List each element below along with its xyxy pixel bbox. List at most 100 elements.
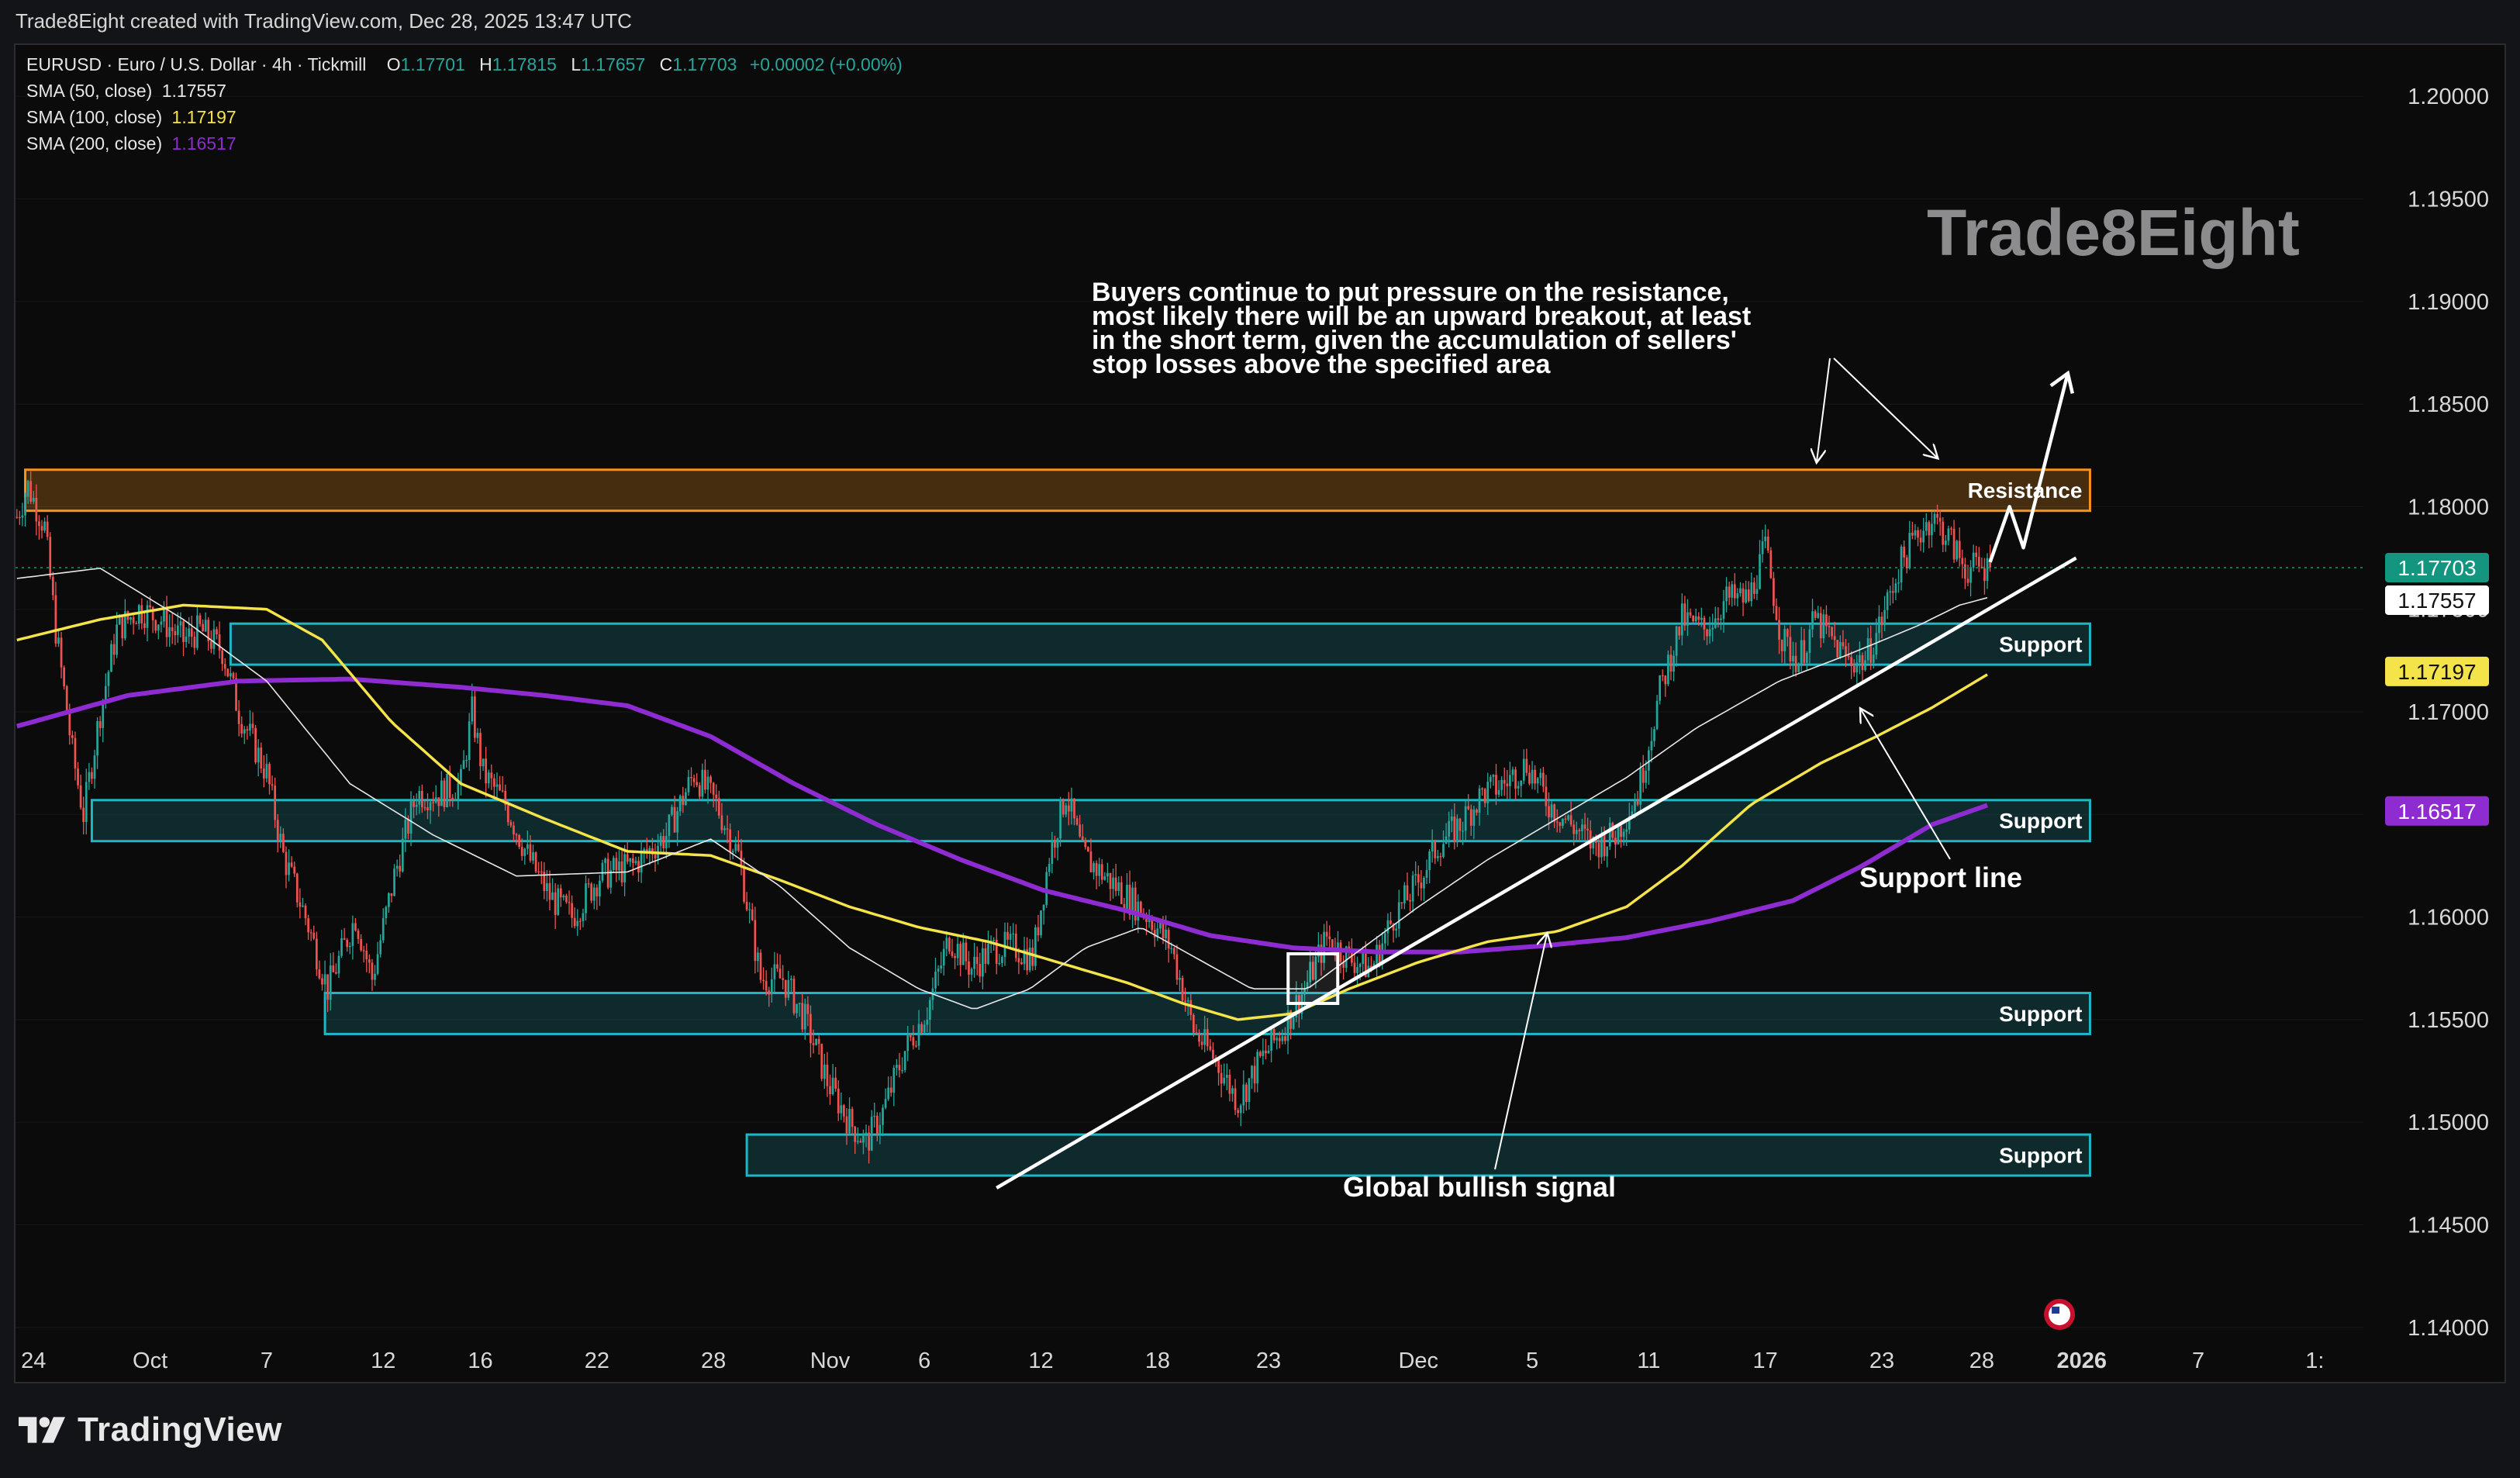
support-zone-4 <box>745 1133 2091 1177</box>
support-trendline <box>996 556 2077 1190</box>
candle-body <box>532 852 534 861</box>
candle-body <box>562 895 565 898</box>
candle-body <box>1453 816 1456 843</box>
candle-body <box>1303 989 1306 995</box>
candle-body <box>1711 627 1714 630</box>
candle-body <box>712 782 715 795</box>
candle-body <box>604 858 606 863</box>
candle-body <box>1095 863 1098 876</box>
candle-body <box>1969 568 1972 583</box>
candle-body <box>923 1024 926 1033</box>
tradingview-logo[interactable]: TradingView <box>17 1407 282 1453</box>
candle-body <box>1961 558 1964 565</box>
candle-body <box>1928 522 1931 536</box>
candle-body <box>1845 646 1847 656</box>
legend-sma100-label: SMA (100, close) <box>26 107 163 127</box>
candle-body <box>961 942 965 965</box>
legend-sma200-row[interactable]: SMA (200, close) 1.16517 <box>26 133 236 154</box>
candle-body <box>984 948 987 964</box>
candle-body <box>970 969 973 975</box>
candle-body <box>290 862 293 867</box>
candle-body <box>837 1088 840 1114</box>
candle-body <box>1109 872 1112 889</box>
candle-body <box>1031 948 1034 966</box>
candle-body <box>1661 675 1664 677</box>
annotation-global-signal: Global bullish signal <box>1343 1171 1616 1203</box>
candle-body <box>1051 841 1054 864</box>
candle-body <box>1193 1014 1195 1033</box>
legend-high-label: H <box>479 54 492 74</box>
candle-body <box>701 769 704 797</box>
x-tick-label: 1: <box>2305 1349 2324 1373</box>
candle-body <box>1483 789 1486 803</box>
candle-body <box>395 865 399 869</box>
candle-body <box>1084 840 1087 848</box>
candle-body <box>546 882 548 892</box>
candle-body <box>1206 1029 1209 1047</box>
candle-body <box>1434 841 1437 858</box>
candle-body <box>1450 816 1453 821</box>
candle-body <box>368 959 371 963</box>
candle-body <box>1836 640 1839 658</box>
candle-body <box>165 609 168 637</box>
candle-body <box>351 923 354 946</box>
candle-body <box>209 641 212 649</box>
candle-body <box>1123 903 1126 910</box>
candle-body <box>548 882 551 900</box>
candle-body <box>1106 872 1109 877</box>
candle-body <box>1231 1088 1234 1094</box>
legend-sma50-row[interactable]: SMA (50, close) 1.17557 <box>26 81 226 102</box>
support-zone-2 <box>90 799 2091 843</box>
projection-arrow <box>1988 372 2070 563</box>
candle-body <box>1780 639 1783 651</box>
candle-body <box>285 851 288 875</box>
candle-body <box>240 723 243 734</box>
candle-body <box>1001 957 1003 963</box>
candle-body <box>654 855 657 858</box>
annotation-support-line: Support line <box>1859 862 2022 893</box>
candle-body <box>917 1024 920 1046</box>
candle-body <box>499 784 501 791</box>
candle-body <box>668 814 671 837</box>
candle-body <box>1448 820 1451 837</box>
candle-body <box>121 616 124 639</box>
candle-body <box>288 862 290 875</box>
candle-body <box>157 624 160 631</box>
tradingview-logo-text: TradingView <box>78 1411 282 1449</box>
candle-body <box>79 785 82 808</box>
candle-body <box>1128 884 1131 915</box>
candle-body <box>1075 818 1079 825</box>
candle-body <box>1228 1074 1231 1094</box>
candle-body <box>509 822 513 826</box>
candle-body <box>420 791 423 808</box>
legend-sma100-row[interactable]: SMA (100, close) 1.17197 <box>26 107 236 128</box>
candle-body <box>981 948 984 977</box>
candle-body <box>609 869 613 888</box>
candle-body <box>1056 838 1059 848</box>
candle-body <box>1608 823 1611 847</box>
candle-body <box>1914 530 1917 536</box>
candle-body <box>979 964 982 977</box>
candle-body <box>1245 1084 1248 1103</box>
candle-body <box>1628 816 1631 830</box>
candle-body <box>1414 874 1417 875</box>
candle-body <box>1356 967 1358 973</box>
candle-body <box>618 861 620 871</box>
candle-body <box>1683 603 1686 626</box>
candle-body <box>1148 920 1151 922</box>
candle-body <box>91 772 93 779</box>
candle-body <box>1850 657 1852 666</box>
candle-body <box>848 1109 851 1134</box>
candle-body <box>271 784 274 786</box>
candle-body <box>24 496 26 516</box>
candle-body <box>875 1115 879 1134</box>
candle-body <box>1838 642 1842 658</box>
candle-body <box>529 844 532 861</box>
candle-body <box>304 905 307 919</box>
candle-body <box>1722 601 1725 619</box>
annotation-arrow-4 <box>1494 934 1547 1170</box>
candle-body <box>1431 841 1434 851</box>
candle-body <box>595 887 599 897</box>
candle-body <box>1353 962 1356 973</box>
